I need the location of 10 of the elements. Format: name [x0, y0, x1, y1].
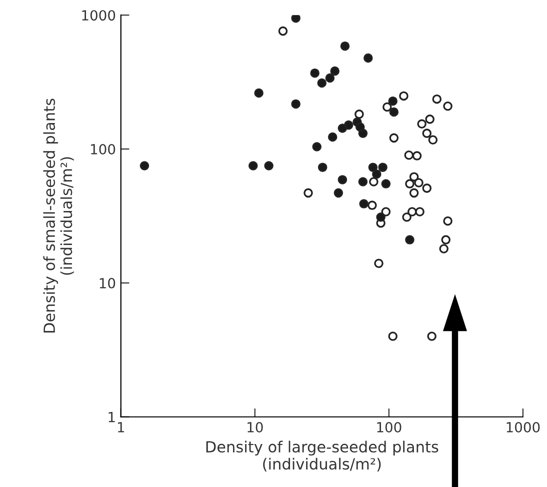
x-tick-label: 1000	[506, 422, 540, 432]
x-tick-label: 100	[377, 422, 402, 432]
x-axis-title: Density of large-seeded plants (individuals/m²)	[206, 440, 438, 472]
y-tick-label: 100	[91, 144, 116, 154]
x-tick-label: 10	[248, 422, 263, 432]
x-tick-label: 1	[118, 422, 124, 432]
y-tick-label: 1000	[82, 10, 116, 21]
y-axis-title: Density of small-seeded plants (individuals/m²)	[43, 98, 74, 333]
y-tick-label: 1	[108, 412, 115, 422]
y-tick-label: 10	[100, 278, 116, 288]
